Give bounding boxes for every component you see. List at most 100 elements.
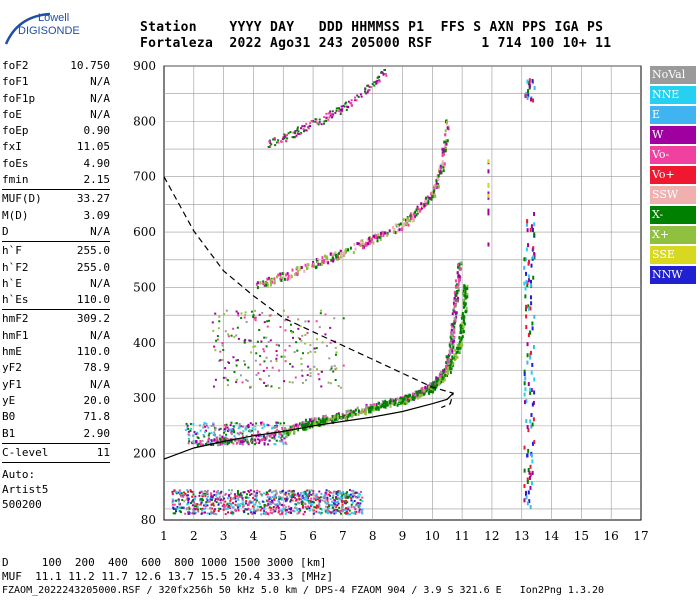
spread-echo-mark (277, 344, 280, 347)
spread-echo-mark (243, 316, 246, 319)
es-echo-mark (198, 494, 201, 497)
es-echo-mark (177, 491, 180, 494)
es-echo-mark (175, 499, 178, 502)
third-hop-mark (286, 137, 289, 140)
es-echo-mark (325, 505, 328, 508)
interference-mark (524, 294, 527, 299)
f2-o-mark (451, 349, 454, 353)
es-echo-mark (319, 496, 322, 499)
es-echo-mark (267, 503, 270, 506)
second-hop-mark (361, 246, 364, 250)
spread-echo-mark (230, 334, 233, 337)
third-hop-mark (316, 122, 319, 125)
f-echo-mark (250, 434, 253, 437)
spread-echo-mark (232, 327, 235, 330)
es-echo-mark (193, 510, 196, 513)
es-echo-mark (236, 491, 239, 494)
f2-o-mark (216, 438, 219, 442)
f2-x-mark (293, 428, 296, 432)
f2-o-mark (254, 438, 257, 442)
second-hop-mark (413, 215, 416, 219)
f-echo-mark (225, 433, 228, 436)
second-hop-mark (256, 286, 259, 290)
es-echo-mark (177, 498, 180, 501)
second-hop-mark (431, 194, 434, 198)
es-echo-mark (197, 510, 200, 513)
spread-echo-mark (221, 358, 224, 361)
third-hop-mark (378, 80, 381, 83)
f-echo-mark (247, 423, 250, 426)
spread-echo-mark (235, 381, 238, 384)
es-echo-mark (334, 499, 337, 502)
f-echo-mark (281, 440, 284, 443)
es-echo-mark (358, 496, 361, 499)
f2-o-mark (457, 265, 460, 269)
f2-x-mark (466, 292, 469, 296)
es-echo-mark (247, 489, 250, 492)
es-echo-mark (341, 494, 344, 497)
es-echo-mark (266, 499, 269, 502)
es-echo-mark (303, 502, 306, 505)
second-hop-mark (344, 249, 347, 253)
second-hop-mark (392, 225, 395, 229)
f-echo-mark (256, 432, 259, 435)
f2-o-mark (434, 379, 437, 383)
third-hop-mark (296, 129, 299, 132)
spread-echo-mark (263, 321, 266, 324)
third-hop-mark (276, 141, 279, 144)
second-hop-mark (420, 202, 423, 206)
interference-mark (526, 342, 529, 347)
es-echo-mark (327, 504, 330, 507)
es-echo-mark (312, 493, 315, 496)
spread-echo-mark (319, 312, 322, 315)
interference-mark (527, 304, 530, 309)
second-hop-mark (423, 204, 426, 208)
f2-x-mark (449, 363, 452, 367)
param-name: foEp (2, 124, 29, 138)
spread-echo-mark (216, 338, 219, 341)
es-echo-mark (175, 490, 178, 493)
interference-mark (529, 227, 532, 232)
es-echo-mark (281, 496, 284, 499)
f2-o-mark (199, 439, 202, 443)
second-hop-mark (342, 251, 345, 255)
spread-echo-mark (265, 366, 268, 369)
es-echo-mark (267, 500, 270, 503)
spread-echo-mark (224, 330, 227, 333)
param-name: M(D) (2, 208, 29, 222)
spread-echo-mark (291, 365, 294, 368)
es-echo-mark (268, 490, 271, 493)
f-echo-mark (233, 431, 236, 434)
second-hop-mark (255, 282, 258, 286)
f-echo-mark (274, 443, 277, 446)
second-hop-mark (412, 214, 415, 218)
second-hop-mark (402, 222, 405, 226)
y-tick-label: 80 (141, 513, 156, 527)
third-hop-mark (336, 107, 339, 110)
f-echo-mark (190, 427, 193, 430)
second-hop-mark (424, 203, 427, 207)
third-hop-mark (341, 108, 344, 111)
es-echo-mark (217, 489, 220, 492)
es-echo-mark (249, 494, 252, 497)
spread-echo-mark (304, 334, 307, 337)
f-echo-mark (207, 434, 210, 437)
second-hop-mark (279, 277, 282, 281)
es-echo-mark (186, 506, 189, 509)
f2-x-mark (466, 295, 469, 299)
spread-echo-mark (299, 325, 302, 328)
es-echo-mark (224, 513, 227, 516)
f2-x-mark (342, 414, 345, 418)
f2-o-mark (221, 440, 224, 444)
second-hop-mark (277, 273, 280, 277)
es-echo-mark (308, 502, 311, 505)
f2-o-mark (358, 411, 361, 415)
param-row: B1 2.90 (2, 426, 110, 442)
f2-x-mark (443, 378, 446, 382)
es-echo-mark (245, 500, 248, 503)
es-echo-mark (251, 513, 254, 516)
legend-entry: NNE (650, 86, 696, 104)
param-name: yE (2, 393, 16, 407)
y-tick-label: 300 (133, 391, 156, 405)
es-echo-mark (304, 490, 307, 493)
